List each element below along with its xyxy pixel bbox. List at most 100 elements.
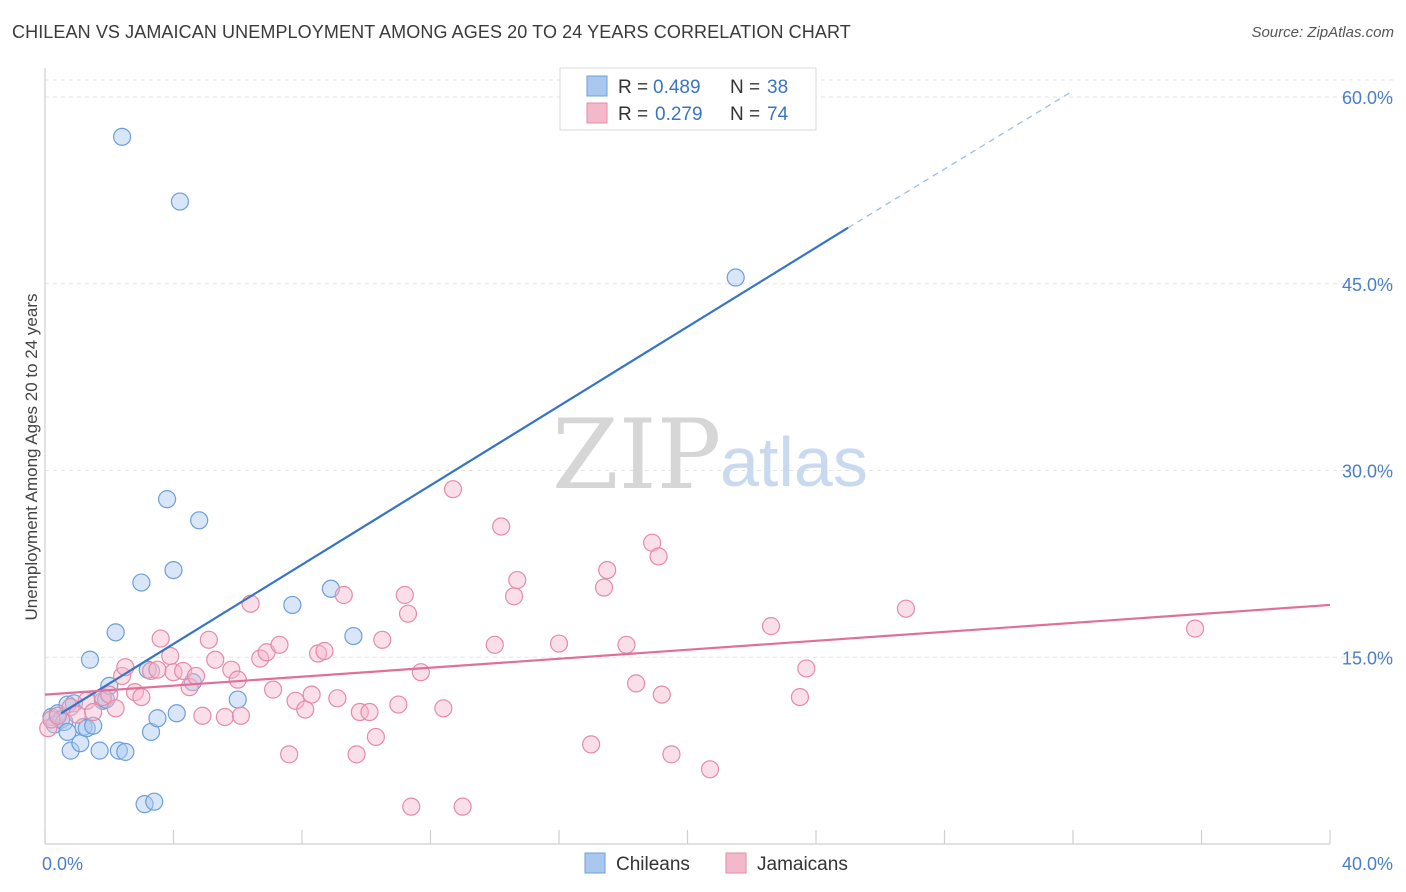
- legend-r-value-chileans: 0.489: [653, 77, 701, 98]
- point-jamaicans-41: [334, 585, 353, 605]
- point-jamaicans-20: [180, 678, 199, 697]
- point-jamaicans-50: [402, 797, 421, 816]
- point-jamaicans-55: [485, 635, 504, 654]
- y-axis-label: Unemployment Among Ages 20 to 24 years: [22, 294, 41, 621]
- bottom-legend-label-chileans: Chileans: [616, 854, 690, 875]
- point-jamaicans-29: [241, 594, 260, 613]
- legend-n-value-chileans: 38: [767, 77, 788, 98]
- point-chileans-38: [726, 268, 745, 287]
- point-jamaicans-13: [132, 687, 151, 707]
- point-jamaicans-22: [193, 706, 212, 725]
- point-chileans-19: [109, 741, 128, 760]
- x-tick-label-max: 40.0%: [1342, 854, 1393, 874]
- point-jamaicans-33: [270, 635, 289, 654]
- point-jamaicans-66: [649, 547, 668, 566]
- point-jamaicans-60: [582, 735, 601, 754]
- point-jamaicans-15: [148, 660, 167, 679]
- point-jamaicans-9: [106, 699, 125, 718]
- trend-lines: [44, 90, 1331, 715]
- gridlines: [45, 79, 1393, 658]
- legend-r-value-jamaicans: 0.279: [655, 104, 703, 125]
- point-jamaicans-34: [280, 745, 299, 764]
- point-jamaicans-67: [652, 685, 671, 704]
- watermark-atlas: atlas: [720, 423, 868, 501]
- y-tick-label-3: 60.0%: [1342, 88, 1393, 108]
- point-jamaicans-74: [1185, 619, 1205, 638]
- point-jamaicans-48: [395, 585, 414, 605]
- x-axis-ticks: [44, 830, 1331, 844]
- point-jamaicans-70: [761, 617, 781, 636]
- series-jamaicans: [39, 480, 1205, 816]
- point-chileans-18: [106, 623, 125, 642]
- point-chileans-21: [112, 127, 132, 146]
- point-chileans-13: [84, 716, 103, 735]
- point-jamaicans-47: [389, 695, 408, 714]
- bottom-legend-label-jamaicans: Jamaicans: [757, 854, 848, 875]
- trend-line-chileans: [60, 226, 849, 715]
- source-label: Source: ZipAtlas.com: [1251, 24, 1394, 41]
- point-jamaicans-25: [215, 707, 234, 727]
- point-jamaicans-69: [700, 760, 720, 779]
- point-chileans-34: [228, 690, 247, 709]
- point-jamaicans-28: [231, 706, 251, 725]
- legend-n-label-jamaicans: N =: [730, 104, 760, 125]
- point-jamaicans-58: [508, 570, 527, 590]
- point-jamaicans-53: [443, 480, 463, 499]
- legend-swatch-jamaicans: [586, 102, 608, 124]
- point-jamaicans-49: [398, 604, 418, 623]
- bottom-legend: Chileans Jamaicans: [584, 852, 848, 875]
- point-jamaicans-61: [594, 578, 614, 597]
- point-jamaicans-16: [151, 629, 170, 648]
- point-jamaicans-63: [617, 635, 636, 654]
- point-chileans-33: [190, 511, 209, 530]
- point-chileans-27: [148, 709, 167, 728]
- point-chileans-22: [132, 573, 151, 592]
- legend-n-label-chileans: N =: [730, 77, 760, 98]
- point-jamaicans-73: [896, 599, 916, 618]
- point-jamaicans-6: [84, 702, 103, 722]
- legend-r-label-jamaicans: R =: [618, 104, 648, 125]
- point-jamaicans-32: [263, 680, 283, 699]
- point-jamaicans-54: [453, 797, 472, 816]
- point-jamaicans-45: [366, 727, 385, 747]
- point-jamaicans-57: [504, 587, 524, 606]
- point-jamaicans-37: [302, 685, 321, 704]
- point-jamaicans-18: [164, 663, 183, 682]
- point-jamaicans-72: [797, 659, 816, 678]
- point-jamaicans-21: [186, 666, 206, 686]
- chart-title: CHILEAN VS JAMAICAN UNEMPLOYMENT AMONG A…: [12, 22, 851, 42]
- trend-line-chileans-extension: [847, 90, 1074, 229]
- point-jamaicans-62: [598, 560, 617, 580]
- legend-r-label-chileans: R =: [618, 77, 648, 98]
- point-jamaicans-68: [662, 745, 681, 764]
- point-jamaicans-52: [434, 699, 453, 718]
- point-chileans-12: [80, 650, 100, 669]
- y-tick-label-2: 45.0%: [1342, 275, 1393, 295]
- point-chileans-30: [167, 704, 186, 723]
- watermark-zip: ZIP: [552, 399, 721, 511]
- y-tick-labels: 15.0% 30.0% 45.0% 60.0%: [1342, 88, 1393, 668]
- legend-swatch-chileans: [586, 75, 608, 97]
- point-chileans-29: [164, 560, 183, 580]
- point-jamaicans-56: [492, 517, 511, 536]
- point-jamaicans-44: [360, 702, 379, 722]
- point-chileans-20: [116, 742, 135, 761]
- legend-n-value-jamaicans: 74: [767, 104, 789, 125]
- point-chileans-14: [90, 741, 109, 760]
- point-chileans-7: [61, 741, 80, 760]
- y-tick-label-0: 15.0%: [1342, 648, 1393, 668]
- point-jamaicans-14: [141, 661, 161, 681]
- point-jamaicans-46: [373, 630, 392, 649]
- point-chileans-31: [170, 192, 190, 211]
- point-jamaicans-51: [411, 663, 430, 682]
- point-jamaicans-24: [206, 650, 225, 669]
- bottom-legend-swatch-jamaicans: [725, 852, 747, 874]
- trend-line-jamaicans: [44, 603, 1331, 696]
- point-jamaicans-64: [626, 674, 646, 693]
- point-jamaicans-40: [328, 689, 347, 708]
- point-jamaicans-26: [222, 660, 241, 679]
- point-chileans-37: [344, 626, 363, 646]
- point-jamaicans-71: [790, 687, 810, 707]
- x-tick-label-min: 0.0%: [42, 854, 83, 874]
